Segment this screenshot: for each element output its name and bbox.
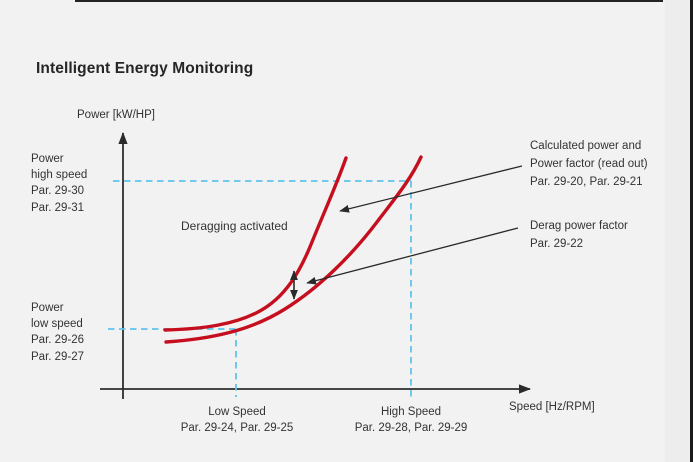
power-low-speed-line2: low speed <box>31 318 83 331</box>
calculated-power-line3: Par. 29-20, Par. 29-21 <box>530 176 643 188</box>
power-low-speed-par2: Par. 29-27 <box>31 350 85 363</box>
slide-top-border <box>75 0 663 2</box>
derag-power-factor-line1: Derag power factor <box>530 220 628 232</box>
page-title: Intelligent Energy Monitoring <box>36 60 254 77</box>
derag-power-factor-line2: Par. 29-22 <box>530 238 584 250</box>
power-high-speed-line2: high speed <box>31 169 88 182</box>
y-axis-label: Power [kW/HP] <box>77 109 155 121</box>
calculated-power-leader-arrow <box>339 165 523 213</box>
deragging-activated-label: Deragging activated <box>181 219 288 233</box>
photo-edge-strip <box>665 0 691 462</box>
power-low-speed-label: Power low speed Par. 29-26 Par. 29-27 <box>31 300 84 365</box>
power-low-speed-line1: Power <box>31 302 64 314</box>
high-speed-params: Par. 29-28, Par. 29-29 <box>354 421 468 434</box>
power-high-speed-label: Power high speed Par. 29-30 Par. 29-31 <box>31 151 87 216</box>
high-speed-name: High Speed <box>380 406 442 418</box>
calculated-power-curve <box>164 155 423 344</box>
calculated-power-line2: Power factor (read out) <box>530 158 648 170</box>
deragging-curve <box>163 156 348 332</box>
power-high-speed-line1: Power <box>31 153 64 165</box>
photo-edge-line <box>690 0 693 462</box>
low-speed-params: Par. 29-24, Par. 29-25 <box>180 421 294 434</box>
derag-power-factor-label: Derag power factor Par. 29-22 <box>530 217 628 253</box>
power-high-speed-par2: Par. 29-31 <box>31 201 85 214</box>
low-speed-tick-label: Low Speed Par. 29-24, Par. 29-25 <box>181 405 294 436</box>
x-axis-label: Speed [Hz/RPM] <box>509 401 595 413</box>
derag-power-factor-leader-arrow <box>306 227 519 285</box>
calculated-power-line1: Calculated power and <box>530 140 642 152</box>
power-high-speed-par1: Par. 29-30 <box>31 185 85 198</box>
calculated-power-label: Calculated power and Power factor (read … <box>530 137 648 191</box>
power-low-speed-par1: Par. 29-26 <box>31 334 85 347</box>
low-speed-name: Low Speed <box>208 406 266 418</box>
high-speed-tick-label: High Speed Par. 29-28, Par. 29-29 <box>355 405 468 436</box>
